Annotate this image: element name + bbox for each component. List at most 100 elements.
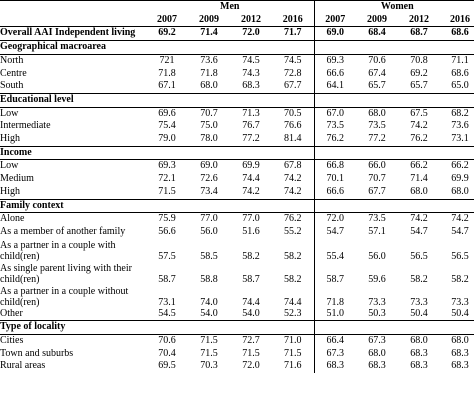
empty-cell [272,198,315,214]
value-cell: 50.4 [451,307,469,319]
value-cell: 68.0 [410,185,428,197]
value-cell: 64.1 [313,80,357,94]
value-cell: 58.2 [242,250,260,262]
empty-cell [356,40,399,55]
table-row: As a partner in a couple with child(ren)… [0,238,474,262]
value-cell: 66.8 [313,159,357,174]
value-cell: 77.0 [200,213,218,225]
value-cell: 69.0 [200,160,218,172]
row-label: High [0,185,20,197]
value-cell: 65.0 [451,80,469,92]
value-cell: 67.3 [368,335,386,347]
empty-cell [230,145,272,161]
value-cell: 74.4 [242,296,260,308]
value-cell: 54.7 [410,225,428,237]
value-cell: 71.5 [284,347,302,359]
corner-cell [0,13,146,28]
table-row: As a partner in a couple without child(r… [0,284,474,308]
row-label: Other [0,307,23,319]
empty-cell [146,145,188,161]
value-cell: 71.4 [410,173,428,185]
value-cell: 77.0 [242,213,260,225]
empty-cell [440,145,474,161]
value-cell: 77.2 [242,133,260,145]
value-cell: 71.5 [158,185,176,197]
value-cell: 69.0 [313,26,357,42]
value-cell: 72.6 [200,173,218,185]
row-label: Rural areas [0,360,46,372]
row-label: Cities [0,335,24,347]
row-label: High [0,133,20,145]
empty-cell [398,92,441,108]
value-cell: 54.7 [451,225,469,237]
value-cell: 70.1 [313,173,357,186]
value-cell: 68.0 [410,335,428,347]
empty-cell [398,320,441,336]
value-cell: 68.3 [410,360,428,372]
value-cell: 66.4 [313,334,357,348]
value-cell: 56.0 [200,225,218,237]
value-cell: 54.7 [313,225,357,239]
empty-cell [188,320,230,336]
overall-row: Overall AAI Independent living 69.2 71.4 72… [0,26,474,42]
year-header: 2012 [230,13,272,28]
value-cell: 75.0 [200,120,218,132]
row-label: Centre [0,67,27,79]
value-cell: 77.2 [368,133,386,145]
value-cell: 73.5 [368,120,386,132]
value-cell: 73.5 [313,120,357,134]
empty-cell [356,320,399,336]
value-cell: 74.4 [242,173,260,185]
value-cell: 69.6 [158,107,176,119]
empty-cell [188,198,230,214]
year-header: 2009 [188,13,230,28]
table-row: High 71.5 73.4 74.2 74.2 66.6 67.7 68.0 68.0 [0,185,474,200]
empty-cell [398,40,441,55]
value-cell: 59.6 [368,273,386,285]
value-cell: 58.2 [451,273,469,285]
value-cell: 73.1 [451,133,469,145]
row-label: Alone [0,213,25,225]
empty-cell [313,198,357,214]
value-cell: 55.2 [284,225,302,237]
empty-cell [188,40,230,55]
year-header: 2016 [440,13,474,28]
value-cell: 58.2 [410,273,428,285]
value-cell: 68.6 [440,26,474,42]
empty-cell [146,198,188,214]
year-header: 2016 [272,13,315,28]
table-row: Centre 71.8 71.8 74.3 72.8 66.6 67.4 69.2 68.6 [0,67,474,81]
value-cell: 69.3 [158,160,176,172]
value-cell: 74.2 [410,213,428,225]
row-label: South [0,80,24,92]
group-header-row: Men Women [0,0,474,14]
value-cell: 69.9 [242,160,260,172]
empty-cell [440,40,474,55]
value-cell: 50.4 [410,307,428,319]
table-row: As single parent living with their child… [0,261,474,285]
value-cell: 76.6 [284,120,302,132]
value-cell: 51.0 [313,307,357,321]
value-cell: 73.6 [200,54,218,66]
row-label: Town and suburbs [0,347,74,359]
value-cell: 71.4 [188,26,230,42]
value-cell: 71.8 [200,67,218,79]
section-header-row: Type of locality [0,320,474,336]
empty-cell [440,92,474,108]
value-cell: 73.1 [158,296,176,308]
table-row: High 79.0 78.0 77.2 81.4 76.2 77.2 76.2 73.1 [0,133,474,147]
table-row: North 721 73.6 74.5 74.5 69.3 70.6 70.8 71.1 [0,54,474,68]
table-row: Town and suburbs 70.4 71.5 71.5 71.5 67.3 68.0… [0,347,474,361]
section-title: Type of locality [0,320,146,336]
value-cell: 76.7 [242,120,260,132]
value-cell: 52.3 [284,307,302,319]
value-cell: 54.0 [242,307,260,319]
empty-cell [146,40,188,55]
table-row: Alone 75.9 77.0 77.0 76.2 72.0 73.5 74.2 74.2 [0,212,474,226]
row-label: North [0,54,24,66]
empty-cell [398,198,441,214]
row-label: Medium [0,173,34,185]
empty-cell [356,92,399,108]
row-label: As a partner in a couple without child(r… [0,285,129,308]
value-cell: 73.3 [368,296,386,308]
